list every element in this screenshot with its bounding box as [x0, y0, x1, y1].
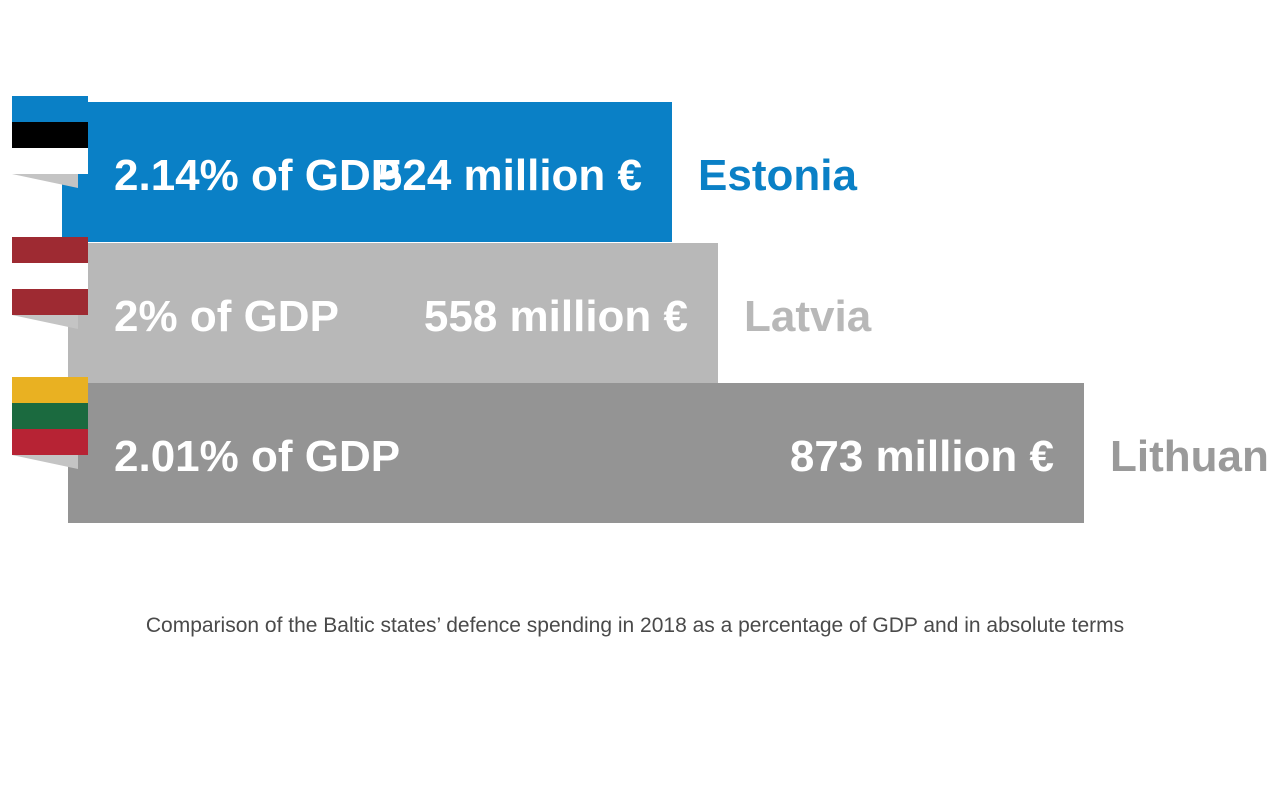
bar-group-lithuania: 2.01% of GDP 873 million € Lithuania	[12, 377, 1270, 523]
flag-stripe	[12, 263, 88, 289]
country-label: Lithuania	[1110, 432, 1270, 481]
bar	[62, 102, 672, 242]
flag-stripe	[12, 377, 88, 403]
bar	[68, 243, 718, 383]
amount-label: 558 million €	[424, 292, 688, 341]
flag-stripe	[12, 148, 88, 174]
amount-label: 524 million €	[378, 151, 642, 200]
flag-fold-shadow	[12, 315, 78, 329]
chart-caption: Comparison of the Baltic states’ defence…	[145, 614, 1125, 637]
amount-label: 873 million €	[790, 432, 1054, 481]
flag-stripe	[12, 429, 88, 455]
flag-stripe	[12, 96, 88, 122]
flag-stripe	[12, 289, 88, 315]
flag-fold-shadow	[12, 174, 78, 188]
flag-fold-shadow	[12, 455, 78, 469]
country-label: Estonia	[698, 151, 857, 200]
bar	[68, 383, 1084, 523]
gdp-label: 2.01% of GDP	[114, 432, 400, 481]
flag-stripe	[12, 237, 88, 263]
flag-stripe	[12, 403, 88, 429]
gdp-label: 2% of GDP	[114, 292, 339, 341]
flag-stripe	[12, 122, 88, 148]
country-label: Latvia	[744, 292, 872, 341]
gdp-label: 2.14% of GDP	[114, 151, 400, 200]
bar-group-latvia: 2% of GDP 558 million € Latvia	[12, 237, 872, 383]
